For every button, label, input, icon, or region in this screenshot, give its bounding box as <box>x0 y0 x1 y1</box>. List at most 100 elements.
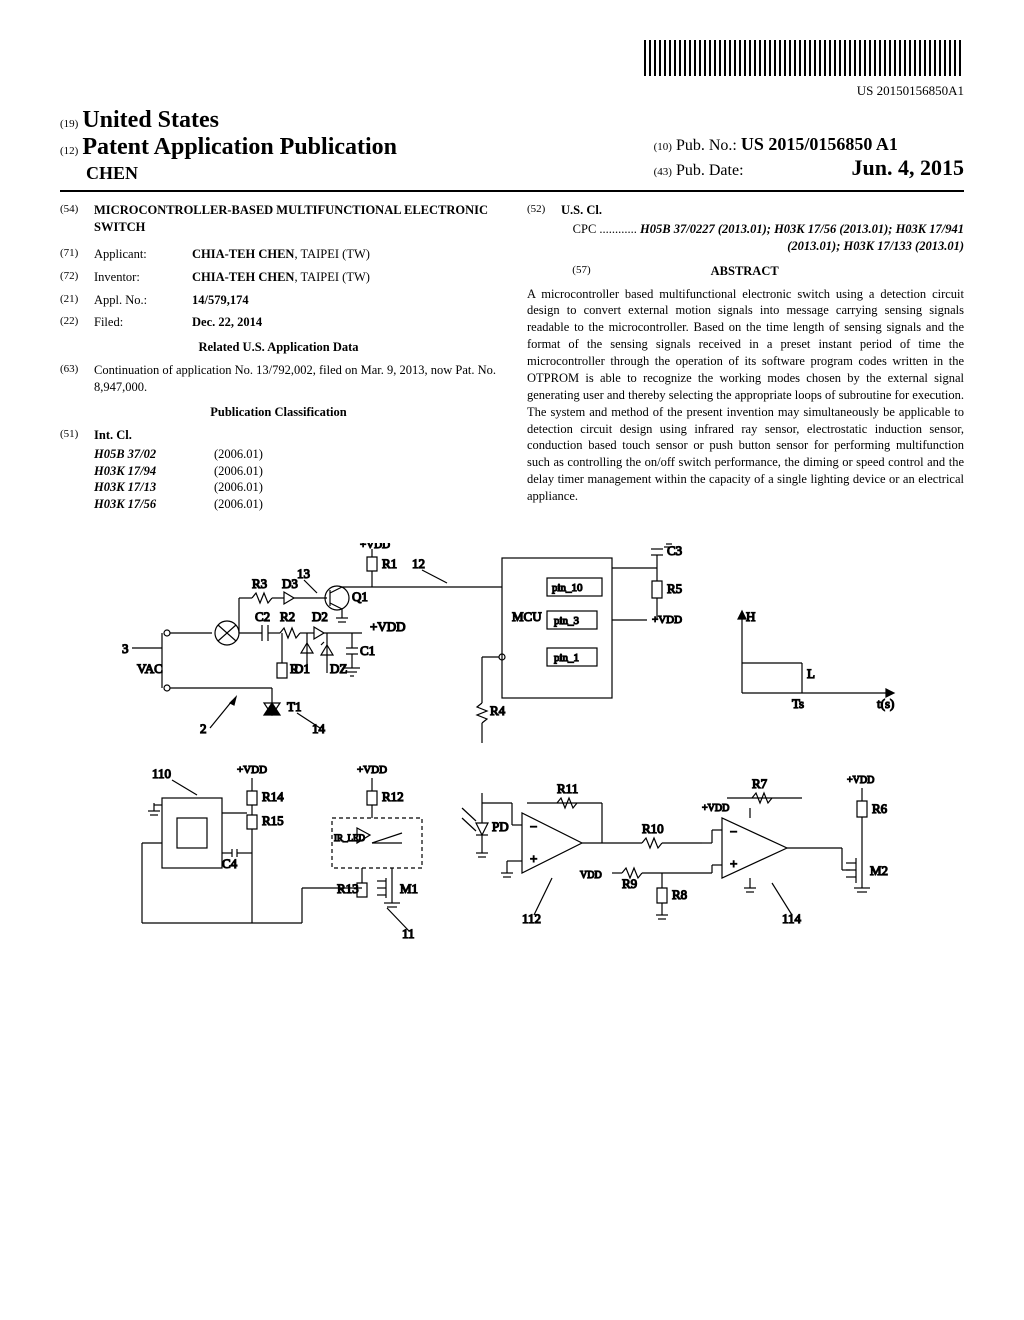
lbl-r9: R9 <box>622 876 637 891</box>
invention-title: MICROCONTROLLER-BASED MULTIFUNCTIONAL EL… <box>94 202 497 236</box>
lbl-r10: R10 <box>642 821 664 836</box>
lbl-c4: C4 <box>222 856 238 871</box>
intcl-code: H03K 17/13 <box>94 479 214 496</box>
classification-heading: Publication Classification <box>60 404 497 421</box>
lbl-112: 112 <box>522 911 541 926</box>
field-72-label: Inventor: <box>94 269 192 286</box>
lbl-d2: D2 <box>312 609 328 624</box>
abstract-label: ABSTRACT <box>711 263 779 280</box>
lbl-vdd-6: +VDD <box>702 803 729 814</box>
barcode-number: US 20150156850A1 <box>60 83 964 99</box>
document-type: Patent Application Publication <box>82 134 397 160</box>
lbl-q1: Q1 <box>352 589 368 604</box>
lbl-r11: R11 <box>557 781 578 796</box>
lbl-r6: R6 <box>872 801 888 816</box>
lbl-pin3: pin_3 <box>554 615 580 627</box>
field-71-label: Applicant: <box>94 246 192 263</box>
cpc-codes: H05B 37/0227 (2013.01); H03K 17/56 (2013… <box>640 222 964 253</box>
cpc-prefix: CPC ............ <box>573 222 637 236</box>
intcl-table: H05B 37/02(2006.01) H03K 17/94(2006.01) … <box>94 446 497 514</box>
lbl-114: 114 <box>782 911 802 926</box>
lbl-vdd-5: +VDD <box>357 764 387 776</box>
inventor-location: , TAIPEI (TW) <box>294 270 369 284</box>
intcl-year: (2006.01) <box>214 463 314 480</box>
lbl-11: 11 <box>402 926 415 941</box>
lbl-vac: VAC <box>137 661 163 676</box>
lbl-r1: R1 <box>382 556 397 571</box>
intcl-code: H03K 17/56 <box>94 496 214 513</box>
applicant-name: CHIA-TEH CHEN <box>192 247 294 261</box>
lbl-ts: Ts <box>792 696 804 711</box>
pub-no-label: Pub. No.: <box>676 137 737 154</box>
lbl-d3: D3 <box>282 576 298 591</box>
field-52-label: U.S. Cl. <box>561 202 602 219</box>
lbl-c3: C3 <box>667 543 682 558</box>
lbl-vdd-1: +VDD <box>370 619 406 634</box>
lbl-r7: R7 <box>752 776 768 791</box>
filing-date: Dec. 22, 2014 <box>192 314 497 331</box>
lbl-vdd-7: +VDD <box>847 775 874 786</box>
prefix-10: (10) <box>654 141 672 153</box>
cpc-block: CPC ............ H05B 37/0227 (2013.01);… <box>561 221 964 255</box>
prefix-19: (19) <box>60 118 78 130</box>
lbl-d1: D1 <box>294 661 310 676</box>
lbl-r8: R8 <box>672 887 687 902</box>
lbl-r4: R4 <box>490 703 506 718</box>
lbl-h: H <box>746 609 755 624</box>
intcl-code: H05B 37/02 <box>94 446 214 463</box>
publication-date: Jun. 4, 2015 <box>852 155 964 180</box>
intcl-code: H03K 17/94 <box>94 463 214 480</box>
circuit-svg: 3 VAC 2 C2 R2 <box>102 543 922 963</box>
svg-text:VDD: VDD <box>580 870 602 881</box>
lbl-r5: R5 <box>667 581 682 596</box>
divider <box>60 190 964 192</box>
header-block: (19) United States (12) Patent Applicati… <box>60 107 964 184</box>
lbl-pd: PD <box>492 819 509 834</box>
prefix-43: (43) <box>654 166 672 178</box>
lbl-c2: C2 <box>255 609 270 624</box>
lbl-vdd-4: +VDD <box>237 764 267 776</box>
content-columns: (54) MICROCONTROLLER-BASED MULTIFUNCTION… <box>60 202 964 513</box>
svg-text:+: + <box>730 856 737 871</box>
field-54-num: (54) <box>60 202 94 236</box>
field-71-num: (71) <box>60 246 94 263</box>
field-22-label: Filed: <box>94 314 192 331</box>
lbl-12: 12 <box>412 556 425 571</box>
intcl-year: (2006.01) <box>214 496 314 513</box>
lbl-c1: C1 <box>360 643 375 658</box>
lbl-l: L <box>807 666 815 681</box>
field-57-num: (57) <box>572 263 590 280</box>
svg-text:−: − <box>530 819 537 834</box>
field-72-num: (72) <box>60 269 94 286</box>
field-51-num: (51) <box>60 427 94 444</box>
field-21-label: Appl. No.: <box>94 292 192 309</box>
lbl-m2: M2 <box>870 863 888 878</box>
lbl-3: 3 <box>122 641 129 656</box>
lbl-m1: M1 <box>400 881 418 896</box>
field-51-label: Int. Cl. <box>94 427 132 444</box>
application-number: 14/579,174 <box>192 292 497 309</box>
svg-text:−: − <box>730 824 737 839</box>
lbl-r12: R12 <box>382 789 404 804</box>
lbl-r3: R3 <box>252 576 267 591</box>
publication-number: US 2015/0156850 A1 <box>741 134 898 154</box>
svg-text:+: + <box>530 851 537 866</box>
lbl-tsax: t(s) <box>877 696 894 711</box>
intcl-year: (2006.01) <box>214 479 314 496</box>
right-column: (52) U.S. Cl. CPC ............ H05B 37/0… <box>527 202 964 513</box>
field-22-num: (22) <box>60 314 94 331</box>
continuation-text: Continuation of application No. 13/792,0… <box>94 362 497 396</box>
lbl-r2: R2 <box>280 609 295 624</box>
inventor-name: CHIA-TEH CHEN <box>192 270 294 284</box>
country: United States <box>82 107 219 133</box>
lbl-13: 13 <box>297 566 310 581</box>
lbl-14: 14 <box>312 721 326 736</box>
intcl-year: (2006.01) <box>214 446 314 463</box>
barcode-graphic <box>644 40 964 76</box>
pub-date-label: Pub. Date: <box>676 162 744 179</box>
lbl-mcu: MCU <box>512 609 542 624</box>
applicant-location: , TAIPEI (TW) <box>294 247 369 261</box>
lbl-pin1: pin_1 <box>554 652 579 664</box>
field-21-num: (21) <box>60 292 94 309</box>
field-63-num: (63) <box>60 362 94 396</box>
